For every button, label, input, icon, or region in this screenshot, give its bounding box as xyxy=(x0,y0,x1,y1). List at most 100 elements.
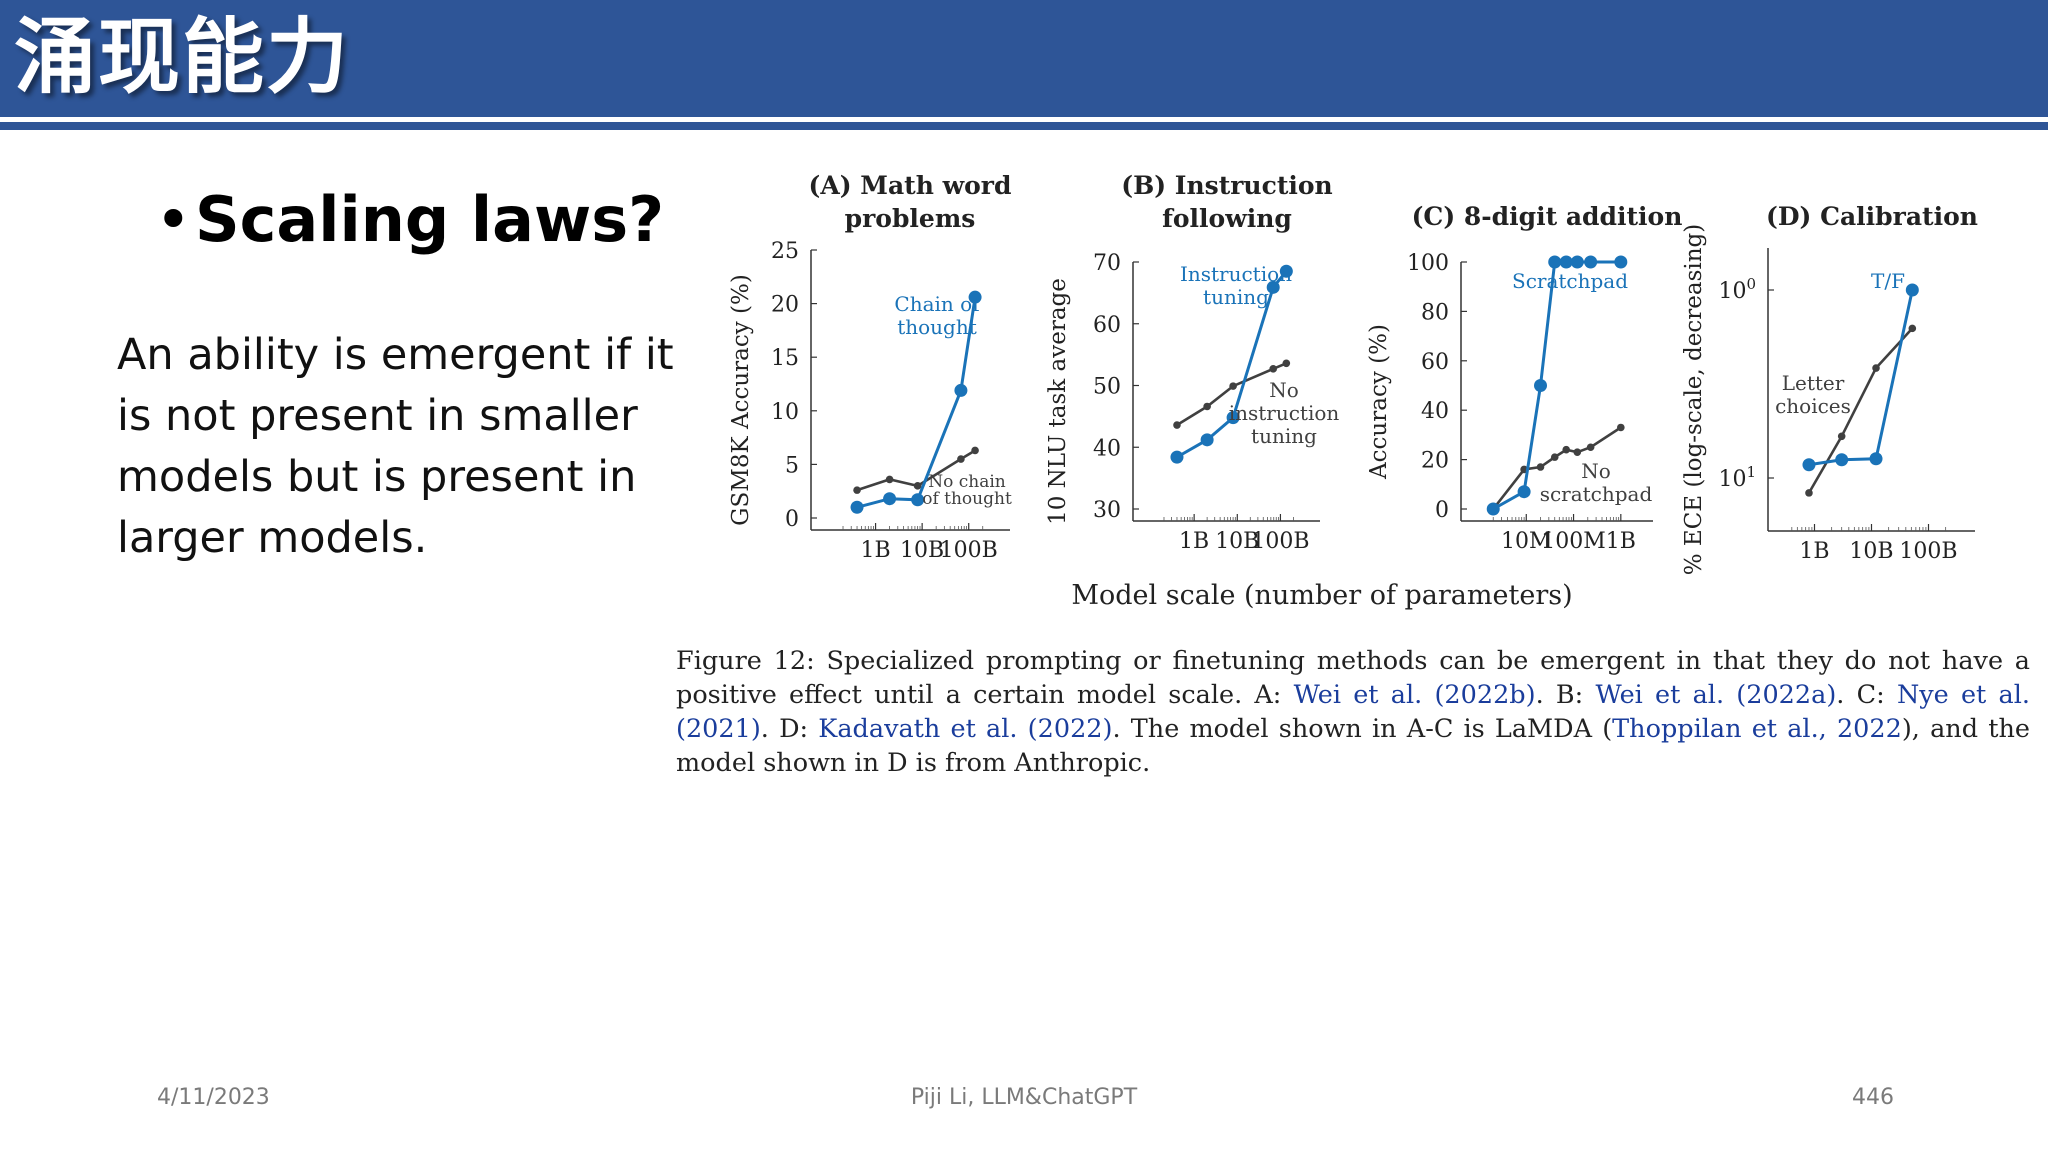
series-label: T/F xyxy=(1871,269,1905,293)
y-tick-label: 0 xyxy=(785,507,799,532)
series-label: tuning xyxy=(1203,285,1269,309)
title-rule-white xyxy=(0,117,2048,122)
series-point-highlight xyxy=(1584,255,1598,269)
series-point-highlight xyxy=(1905,283,1919,297)
series-point-highlight xyxy=(850,500,864,514)
series-point-highlight xyxy=(1534,379,1548,392)
series-point-baseline xyxy=(957,455,965,463)
series-point-highlight xyxy=(1869,452,1883,466)
series-label: scratchpad xyxy=(1540,482,1653,506)
citation-link[interactable]: Nye et al. (2021) xyxy=(676,680,2030,744)
series-point-baseline xyxy=(1173,421,1181,429)
definition-paragraph: An ability is emergent if it is not pres… xyxy=(117,330,674,563)
series-point-highlight xyxy=(1614,255,1628,269)
y-axis-label: 10 NLU task average xyxy=(1045,278,1071,525)
shared-xlabel: Model scale (number of parameters) xyxy=(1071,580,1572,611)
chart-title: problems xyxy=(845,204,976,233)
series-label: Scratchpad xyxy=(1512,269,1628,293)
title-rule-blue xyxy=(0,122,2048,130)
x-tick-label: 100M xyxy=(1541,529,1606,554)
series-point-highlight xyxy=(1559,255,1573,269)
y-tick-label: 25 xyxy=(771,239,799,264)
series-point-baseline xyxy=(1229,382,1237,390)
chart-title: (A) Math word xyxy=(809,171,1012,200)
chart-title: (D) Calibration xyxy=(1766,202,1978,231)
citation-link[interactable]: Wei et al. (2022a) xyxy=(1595,680,1837,710)
y-tick-label: 50 xyxy=(1093,375,1121,400)
series-point-baseline xyxy=(913,482,922,490)
y-tick-label: 20 xyxy=(1421,449,1449,474)
y-tick-label: 60 xyxy=(1421,350,1449,375)
series-point-baseline xyxy=(1617,423,1625,432)
series-point-highlight xyxy=(1170,450,1184,464)
caption-part: Figure 12: Specialized prompting or fine… xyxy=(676,646,2030,710)
citation-link[interactable]: Kadavath et al. (2022) xyxy=(818,714,1113,744)
series-point-highlight xyxy=(1486,502,1500,516)
caption-part: . D: xyxy=(760,714,819,744)
x-tick-label: 1B xyxy=(860,538,890,563)
series-point-highlight xyxy=(1802,458,1816,472)
series-point-highlight xyxy=(1517,485,1531,499)
chart-title: (B) Instruction xyxy=(1121,171,1332,200)
y-tick-label: 70 xyxy=(1093,251,1121,276)
series-point-highlight xyxy=(1279,264,1293,278)
series-label: Instruction xyxy=(1180,262,1292,286)
y-tick-label: 100 xyxy=(1407,251,1449,276)
title-bar: 涌现能力 xyxy=(0,0,2048,117)
x-tick-label: 1B xyxy=(1179,529,1209,554)
series-point-baseline xyxy=(885,475,894,484)
figure-caption: Figure 12: Specialized prompting or fine… xyxy=(676,644,2030,780)
citation-link[interactable]: Wei et al. (2022b) xyxy=(1293,680,1536,710)
series-line-baseline xyxy=(1807,327,1914,494)
footer-author: Piji Li, LLM&ChatGPT xyxy=(910,1085,1138,1110)
series-point-highlight xyxy=(1835,453,1849,467)
y-tick-label: 80 xyxy=(1421,300,1449,325)
bullet-text: Scaling laws? xyxy=(195,183,665,256)
series-label: thought xyxy=(897,315,977,339)
x-tick-label: 1B xyxy=(1799,539,1829,564)
series-point-highlight xyxy=(1570,255,1584,269)
x-tick-label: 100B xyxy=(1251,529,1309,554)
series-point-baseline xyxy=(1203,402,1211,411)
y-tick-label: 60 xyxy=(1093,313,1121,338)
y-tick-label: 15 xyxy=(771,346,799,371)
series-point-baseline xyxy=(1269,365,1278,373)
series-point-baseline xyxy=(1550,453,1559,461)
series-label: instruction xyxy=(1229,401,1340,425)
y-tick-label: 30 xyxy=(1093,498,1121,523)
series-point-baseline xyxy=(1586,443,1595,452)
series-point-baseline xyxy=(1536,463,1545,471)
series-label: No xyxy=(1581,459,1611,483)
series-label: Chain of xyxy=(894,292,981,316)
series-point-baseline xyxy=(971,446,979,455)
y-axis-label: Accuracy (%) xyxy=(1366,324,1392,480)
x-tick-label: 10B xyxy=(1215,529,1259,554)
x-tick-label: 100B xyxy=(1899,539,1957,564)
series-point-baseline xyxy=(1282,359,1291,368)
y-tick-label: 5 xyxy=(785,453,799,478)
caption-part: ), and the model shown in D is from Anth… xyxy=(676,714,2030,778)
y-tick-label: 10 xyxy=(771,400,799,425)
x-tick-label: 10B xyxy=(900,538,944,563)
y-tick-label: 0 xyxy=(1435,498,1449,523)
citation-link[interactable]: Thoppilan et al., 2022 xyxy=(1612,714,1902,744)
series-point-baseline xyxy=(1872,364,1880,372)
series-label: choices xyxy=(1775,394,1851,418)
series-point-highlight xyxy=(911,493,925,507)
y-tick-label: 100 xyxy=(1718,275,1756,304)
series-point-baseline xyxy=(1805,489,1813,497)
bullet-point: •Scaling laws? xyxy=(155,182,664,258)
bullet-dot-icon: • xyxy=(155,183,192,256)
chart-title: following xyxy=(1162,204,1292,233)
x-tick-label: 100B xyxy=(940,538,998,563)
series-point-highlight xyxy=(1266,280,1280,294)
series-point-baseline xyxy=(1908,324,1917,333)
footer-date: 4/11/2023 xyxy=(157,1085,270,1110)
y-tick-label: 40 xyxy=(1421,399,1449,424)
x-tick-label: 10M xyxy=(1501,529,1552,554)
series-point-highlight xyxy=(1226,411,1240,425)
x-tick-label: 1B xyxy=(1606,529,1636,554)
series-point-highlight xyxy=(883,492,897,506)
caption-part: . The model shown in A-C is LaMDA ( xyxy=(1112,714,1613,744)
series-point-highlight xyxy=(1548,255,1562,269)
